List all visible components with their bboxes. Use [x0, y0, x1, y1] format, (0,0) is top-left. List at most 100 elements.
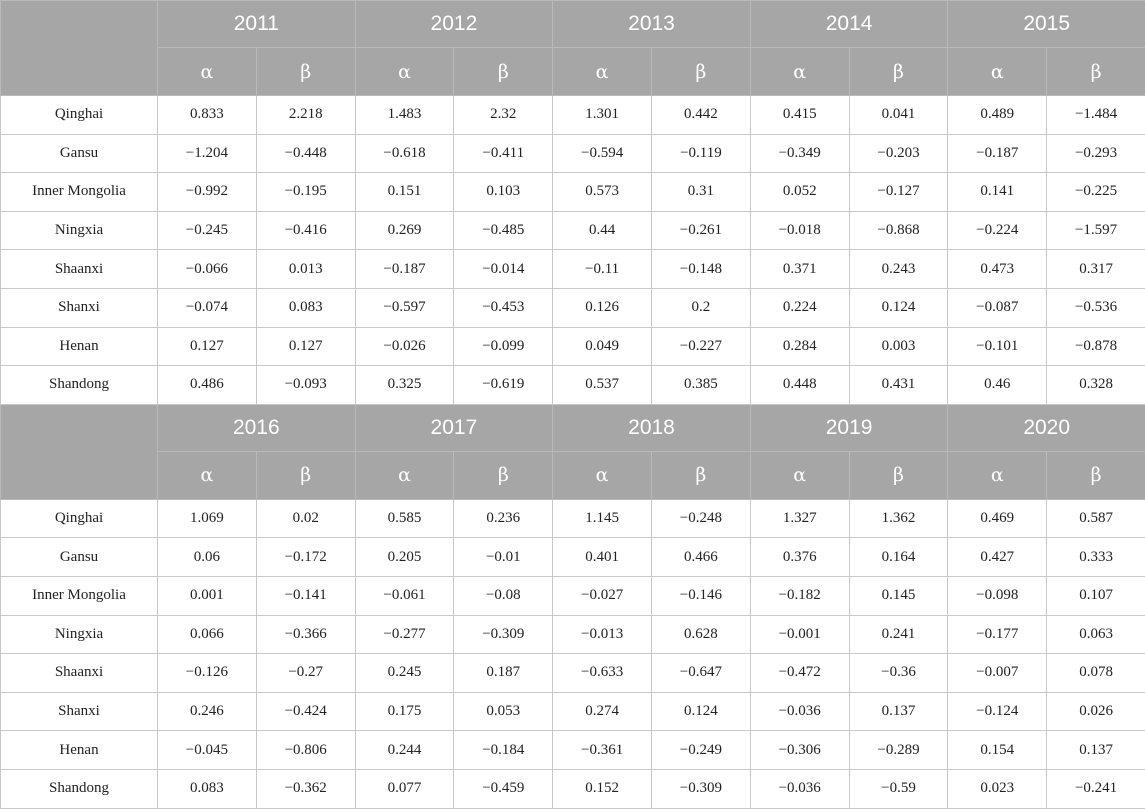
alpha-value-cell: 0.46 [948, 366, 1047, 405]
year-header: 2019 [750, 404, 948, 451]
beta-value-cell: 0.013 [256, 250, 355, 289]
alpha-value-cell: 0.141 [948, 173, 1047, 212]
alpha-value-cell: −0.187 [948, 134, 1047, 173]
beta-value-cell: −0.536 [1047, 288, 1145, 327]
alpha-value-cell: −0.245 [158, 211, 257, 250]
province-cell: Qinghai [1, 499, 158, 538]
alpha-value-cell: 0.489 [948, 96, 1047, 135]
alpha-value-cell: 1.069 [158, 499, 257, 538]
province-cell: Inner Mongolia [1, 173, 158, 212]
beta-value-cell: −1.484 [1047, 96, 1145, 135]
corner-cell [1, 1, 158, 96]
alpha-value-cell: 0.152 [553, 769, 652, 808]
alpha-value-cell: 0.083 [158, 769, 257, 808]
beta-value-cell: −0.08 [454, 576, 553, 615]
beta-value-cell: −0.416 [256, 211, 355, 250]
beta-value-cell: −0.225 [1047, 173, 1145, 212]
beta-value-cell: 0.107 [1047, 576, 1145, 615]
beta-value-cell: −0.878 [1047, 327, 1145, 366]
province-cell: Gansu [1, 134, 158, 173]
alpha-value-cell: −0.633 [553, 654, 652, 693]
beta-value-cell: 0.442 [652, 96, 751, 135]
alpha-value-cell: 0.244 [355, 731, 454, 770]
beta-value-cell: −0.261 [652, 211, 751, 250]
beta-value-cell: 0.317 [1047, 250, 1145, 289]
province-cell: Shandong [1, 366, 158, 405]
beta-value-cell: −1.597 [1047, 211, 1145, 250]
beta-header: β [256, 451, 355, 499]
alpha-value-cell: 0.269 [355, 211, 454, 250]
beta-value-cell: −0.014 [454, 250, 553, 289]
beta-value-cell: 0.243 [849, 250, 948, 289]
beta-value-cell: 0.103 [454, 173, 553, 212]
beta-value-cell: 0.466 [652, 538, 751, 577]
beta-value-cell: 0.041 [849, 96, 948, 135]
alpha-value-cell: 0.376 [750, 538, 849, 577]
beta-value-cell: 0.236 [454, 499, 553, 538]
province-cell: Shaanxi [1, 250, 158, 289]
beta-value-cell: −0.309 [652, 769, 751, 808]
year-header: 2012 [355, 1, 553, 48]
alpha-value-cell: 0.127 [158, 327, 257, 366]
alpha-header: α [158, 451, 257, 499]
alpha-value-cell: 0.448 [750, 366, 849, 405]
alpha-value-cell: −0.098 [948, 576, 1047, 615]
alpha-value-cell: 1.327 [750, 499, 849, 538]
beta-value-cell: 0.2 [652, 288, 751, 327]
year-header: 2014 [750, 1, 948, 48]
alpha-value-cell: 1.483 [355, 96, 454, 135]
beta-value-cell: 0.241 [849, 615, 948, 654]
alpha-header: α [948, 48, 1047, 96]
beta-value-cell: −0.093 [256, 366, 355, 405]
alpha-value-cell: −0.992 [158, 173, 257, 212]
alpha-value-cell: −0.187 [355, 250, 454, 289]
beta-value-cell: −0.203 [849, 134, 948, 173]
alpha-value-cell: 0.573 [553, 173, 652, 212]
alpha-value-cell: −0.594 [553, 134, 652, 173]
alpha-value-cell: −0.182 [750, 576, 849, 615]
alpha-value-cell: 0.371 [750, 250, 849, 289]
beta-value-cell: 0.164 [849, 538, 948, 577]
beta-value-cell: 0.137 [1047, 731, 1145, 770]
alpha-value-cell: 0.052 [750, 173, 849, 212]
beta-value-cell: 0.587 [1047, 499, 1145, 538]
alpha-value-cell: −0.001 [750, 615, 849, 654]
alpha-value-cell: 0.077 [355, 769, 454, 808]
beta-value-cell: −0.289 [849, 731, 948, 770]
alpha-value-cell: −0.045 [158, 731, 257, 770]
province-cell: Shandong [1, 769, 158, 808]
alpha-value-cell: −0.597 [355, 288, 454, 327]
beta-value-cell: −0.01 [454, 538, 553, 577]
beta-value-cell: 0.078 [1047, 654, 1145, 693]
beta-value-cell: −0.141 [256, 576, 355, 615]
beta-value-cell: −0.146 [652, 576, 751, 615]
province-cell: Shaanxi [1, 654, 158, 693]
province-cell: Ningxia [1, 615, 158, 654]
alpha-header: α [750, 48, 849, 96]
province-cell: Ningxia [1, 211, 158, 250]
alpha-value-cell: −0.126 [158, 654, 257, 693]
alpha-header: α [553, 451, 652, 499]
beta-value-cell: −0.27 [256, 654, 355, 693]
province-cell: Inner Mongolia [1, 576, 158, 615]
beta-value-cell: −0.448 [256, 134, 355, 173]
alpha-value-cell: −0.306 [750, 731, 849, 770]
beta-value-cell: −0.148 [652, 250, 751, 289]
beta-header: β [849, 451, 948, 499]
beta-value-cell: 1.362 [849, 499, 948, 538]
alpha-value-cell: −0.349 [750, 134, 849, 173]
